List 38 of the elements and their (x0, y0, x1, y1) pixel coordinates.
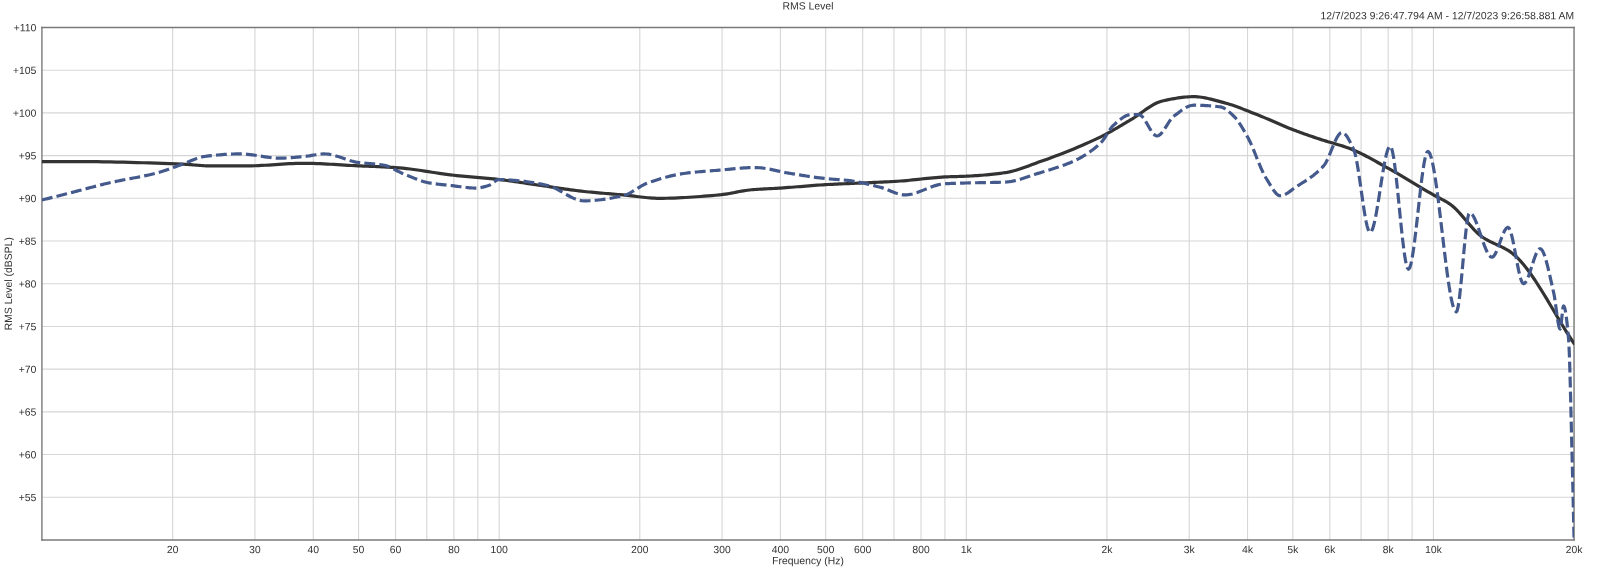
x-tick-label: 20 (167, 545, 179, 554)
y-tick-label: +100 (13, 109, 36, 117)
x-tick-label: 2k (1101, 545, 1113, 554)
x-tick-label: 50 (353, 545, 364, 554)
y-tick-label: +105 (13, 66, 36, 75)
x-tick-label: 40 (307, 545, 319, 554)
x-tick-label: 400 (771, 545, 789, 554)
y-tick-label: +65 (19, 408, 36, 416)
x-tick-label: 30 (249, 545, 261, 554)
x-tick-label: 3k (1184, 545, 1195, 554)
y-tick-label: +90 (19, 194, 36, 203)
y-axis-title: RMS Level (dBSPL) (4, 237, 15, 330)
x-tick-label: 800 (912, 545, 930, 554)
y-tick-label: +95 (19, 152, 36, 160)
x-tick-label: 5k (1287, 545, 1299, 554)
y-tick-label: +75 (19, 323, 36, 331)
y-tick-label: +60 (19, 451, 36, 459)
x-tick-label: 6k (1324, 545, 1336, 554)
x-tick-label: 100 (491, 545, 508, 554)
y-tick-label: +55 (19, 493, 36, 502)
x-tick-label: 10k (1425, 545, 1442, 554)
x-tick-label: 600 (854, 545, 871, 554)
chart-title: RMS Level (783, 1, 833, 10)
x-tick-label: 8k (1383, 545, 1394, 554)
x-tick-label: 80 (448, 545, 460, 554)
x-tick-label: 1k (961, 545, 972, 554)
y-tick-label: +70 (19, 365, 36, 374)
text: 12/7/2023 9:26:47.794 AM - 12/7/2023 9:26:58.881 AM (1321, 11, 1574, 20)
y-tick-label: +85 (19, 237, 36, 245)
x-tick-label: 20k (1566, 545, 1583, 554)
x-tick-label: 60 (390, 545, 401, 554)
x-tick-label: 300 (713, 545, 731, 554)
x-axis-title: Frequency (Hz) (772, 556, 844, 567)
y-tick-label: +80 (19, 280, 36, 288)
y-tick-label: +110 (14, 23, 36, 32)
x-tick-label: 500 (817, 545, 834, 554)
x-tick-label: 200 (631, 545, 649, 554)
x-tick-label: 4k (1242, 545, 1254, 554)
